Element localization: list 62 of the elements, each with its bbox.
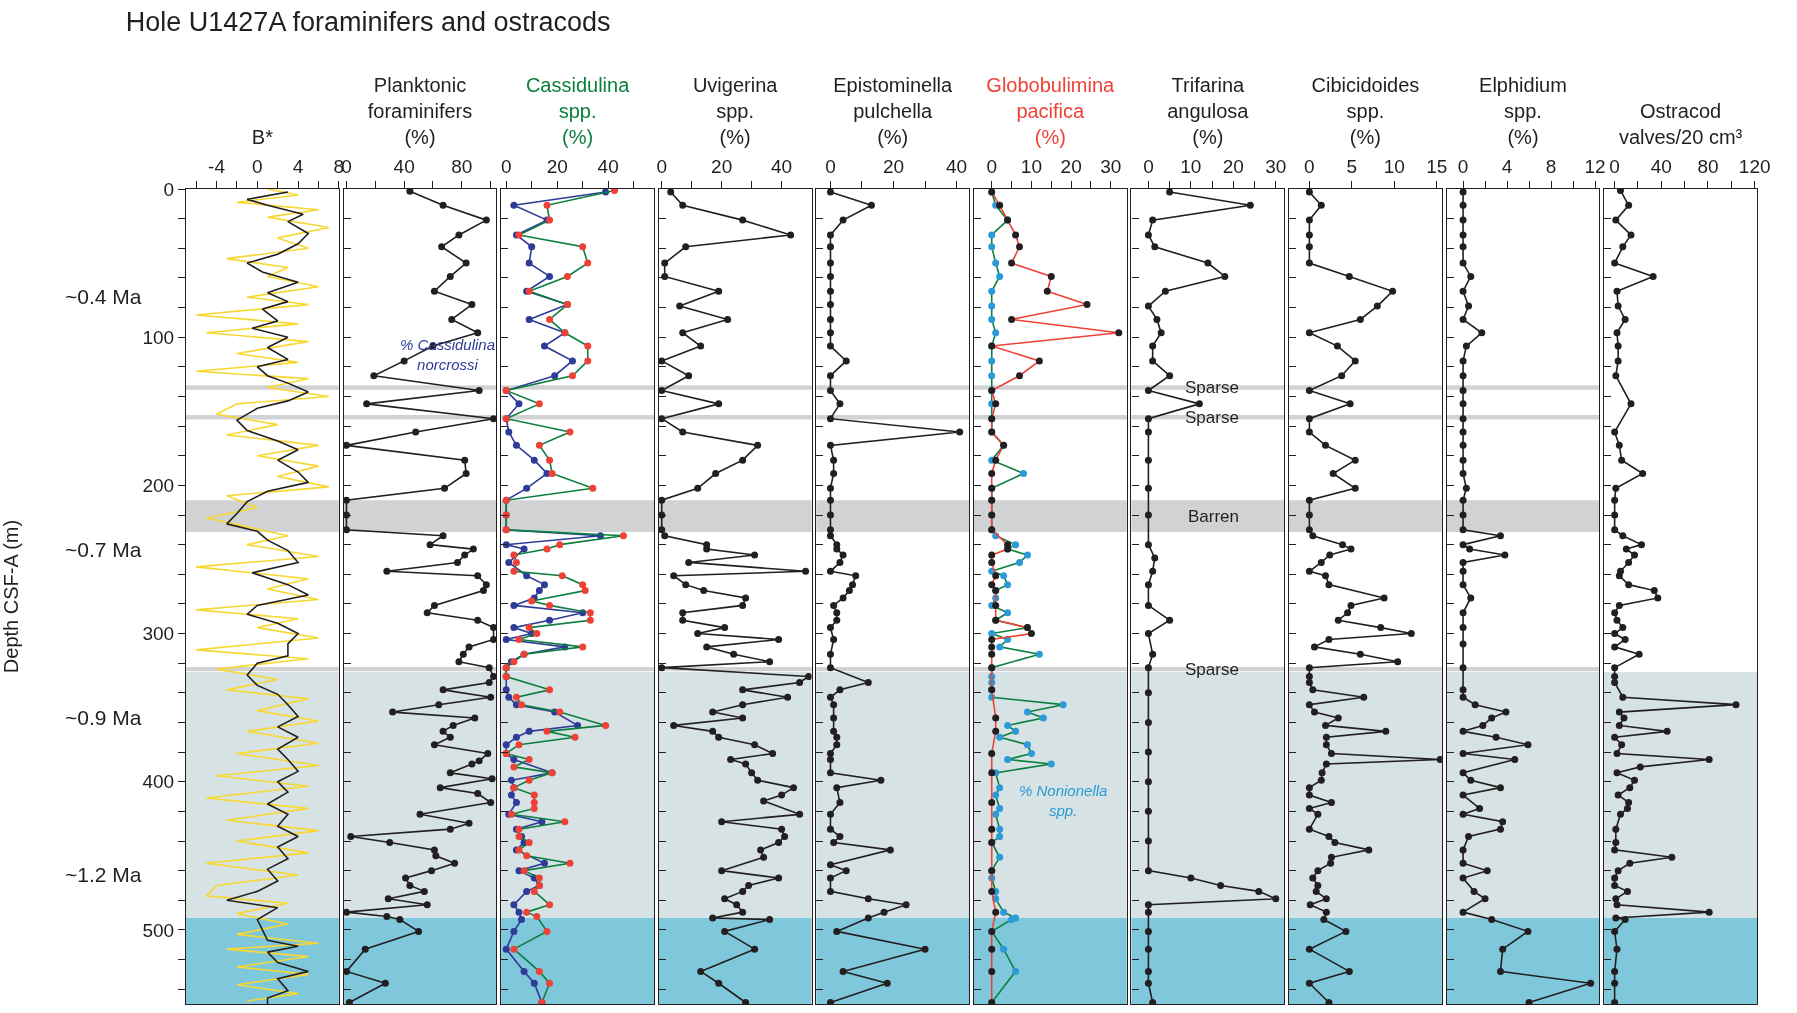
x-tick-label: 0: [1143, 156, 1154, 178]
x-tick-label: 0: [656, 156, 667, 178]
text: ~0.7 Ma: [65, 538, 142, 561]
x-tick-label: 120: [1738, 156, 1771, 178]
x-axis-title: Cassidulina spp. (%): [525, 73, 631, 148]
x-tick-label: 40: [945, 156, 968, 178]
x-tick-label: -4: [208, 156, 226, 178]
band-label: Barren: [1188, 507, 1240, 526]
x-tick-label: 20: [882, 156, 905, 178]
x-tick-label: 20: [711, 156, 733, 178]
x-axis-title: Epistominella pulchella (%): [833, 73, 954, 148]
x-axis-title: B*: [251, 125, 274, 148]
text: ~0.9 Ma: [65, 706, 142, 729]
x-tick-label: 15: [1426, 156, 1448, 178]
band-label: Sparse: [1185, 378, 1239, 397]
x-tick-label: 4: [1501, 156, 1513, 178]
y-tick-label: 400: [142, 771, 175, 793]
x-tick-label: 0: [1304, 156, 1315, 178]
x-tick-label: 40: [597, 156, 619, 178]
x-axis-title: Uvigerina spp. (%): [692, 73, 779, 148]
x-tick-label: 0: [500, 156, 512, 178]
x-axis-title: Elphidium spp. (%): [1479, 73, 1567, 148]
x-tick-label: 0: [1457, 156, 1469, 178]
x-tick-label: 12: [1584, 156, 1606, 178]
x-axis-title: Cibicidoides spp. (%): [1311, 73, 1420, 148]
y-tick-label: 300: [142, 623, 175, 645]
y-tick-label: 500: [142, 919, 175, 941]
band-label: Sparse: [1185, 408, 1239, 427]
x-tick-label: 20: [546, 156, 568, 178]
y-tick-label: 200: [142, 475, 175, 497]
x-tick-label: 80: [451, 156, 473, 178]
band-label: Sparse: [1185, 660, 1239, 679]
x-tick-label: 30: [1100, 156, 1122, 178]
text: ~1.2 Ma: [65, 863, 142, 886]
x-tick-label: 10: [1383, 156, 1405, 178]
x-tick-label: 0: [825, 156, 836, 178]
x-tick-label: 0: [986, 156, 998, 178]
y-axis-title: Depth CSF-A (m): [0, 519, 22, 674]
x-tick-label: 30: [1265, 156, 1287, 178]
x-tick-label: 8: [1545, 156, 1557, 178]
x-axis-title: Planktonic foraminifers (%): [367, 73, 473, 148]
x-tick-label: 10: [1020, 156, 1042, 178]
x-tick-label: 0: [1609, 156, 1620, 178]
x-tick-label: 4: [292, 156, 304, 178]
x-tick-label: 0: [252, 156, 263, 178]
x-axis-title: Ostracod valves/20 cm³: [1618, 99, 1743, 148]
x-tick-label: 10: [1180, 156, 1202, 178]
x-tick-label: 40: [393, 156, 415, 178]
y-tick-label: 0: [163, 178, 175, 200]
x-tick-label: 20: [1060, 156, 1082, 178]
chart-title: Hole U1427A foraminifers and ostracods: [125, 7, 611, 38]
y-tick-label: 100: [142, 326, 175, 348]
x-tick-label: 20: [1222, 156, 1244, 178]
x-tick-label: 5: [1346, 156, 1358, 178]
x-tick-label: 80: [1697, 156, 1719, 178]
x-axis-title: Globobulimina pacifica (%): [986, 73, 1116, 148]
x-axis-title: Trifarina angulosa (%): [1167, 73, 1250, 148]
x-tick-label: 40: [771, 156, 793, 178]
text: ~0.4 Ma: [65, 285, 142, 308]
series-label: % Nonionella spp.: [1019, 782, 1108, 819]
x-tick-label: 40: [1650, 156, 1672, 178]
x-tick-label: 0: [341, 156, 352, 178]
